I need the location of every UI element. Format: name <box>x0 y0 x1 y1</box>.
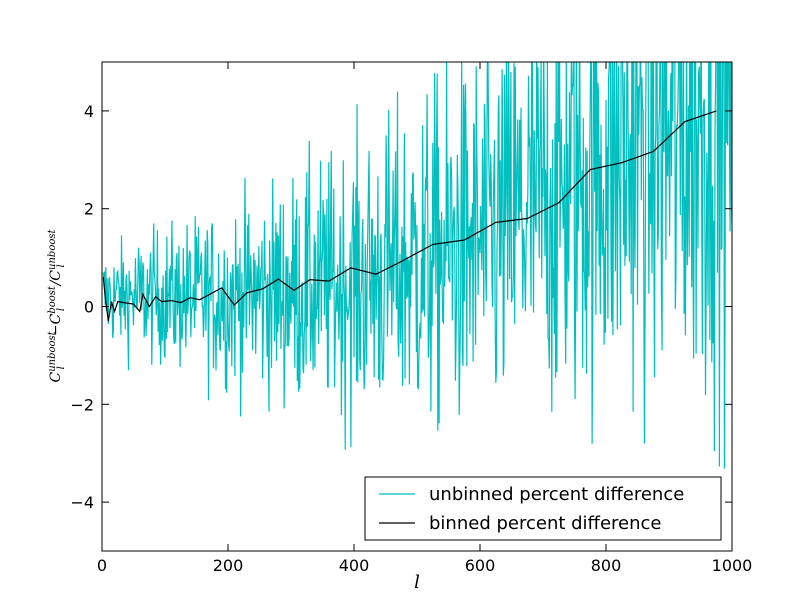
y-label-term-3: C <box>48 270 64 281</box>
y-label-term-3-sup: unboost <box>47 229 58 270</box>
y-label-term-1-sup: unboost <box>47 330 58 371</box>
y-axis-label: Cunboostl−Cboostl /Cunboostl <box>47 229 68 383</box>
y-tick-label: 2 <box>84 200 94 219</box>
series-line-0 <box>102 62 732 469</box>
legend: unbinned percent difference binned percen… <box>364 476 722 541</box>
y-label-term-3-sub: l <box>56 264 67 267</box>
series-line-1 <box>102 110 717 322</box>
x-tick-label: 600 <box>465 556 496 575</box>
y-label-term-2: C <box>48 313 64 324</box>
x-tick-label: 200 <box>213 556 244 575</box>
y-label-slash: / <box>48 279 64 289</box>
x-tick-label: 0 <box>97 556 107 575</box>
y-label-term-1: C <box>48 372 64 383</box>
legend-label: unbinned percent difference <box>429 484 684 505</box>
x-axis-label: l <box>414 572 420 593</box>
x-tick-label: 1000 <box>712 556 753 575</box>
y-tick-label: −4 <box>70 493 94 512</box>
plot-series-layer <box>102 62 732 469</box>
legend-label: binned percent difference <box>429 513 662 534</box>
legend-box <box>364 476 722 541</box>
y-label-term-2-sup: boost <box>47 285 58 314</box>
x-tick-label: 800 <box>591 556 622 575</box>
y-tick-label: −2 <box>70 395 94 414</box>
x-tick-label: 400 <box>339 556 370 575</box>
y-label-term-2-sub: l <box>56 308 67 311</box>
y-label-term-1-sub: l <box>56 366 67 369</box>
y-tick-label: 4 <box>84 102 94 121</box>
y-label-minus: − <box>48 324 64 336</box>
tick-layer: 0 200 400 600 800 1000 −4 −2 0 2 4 <box>70 62 752 575</box>
y-tick-label: 0 <box>84 298 94 317</box>
